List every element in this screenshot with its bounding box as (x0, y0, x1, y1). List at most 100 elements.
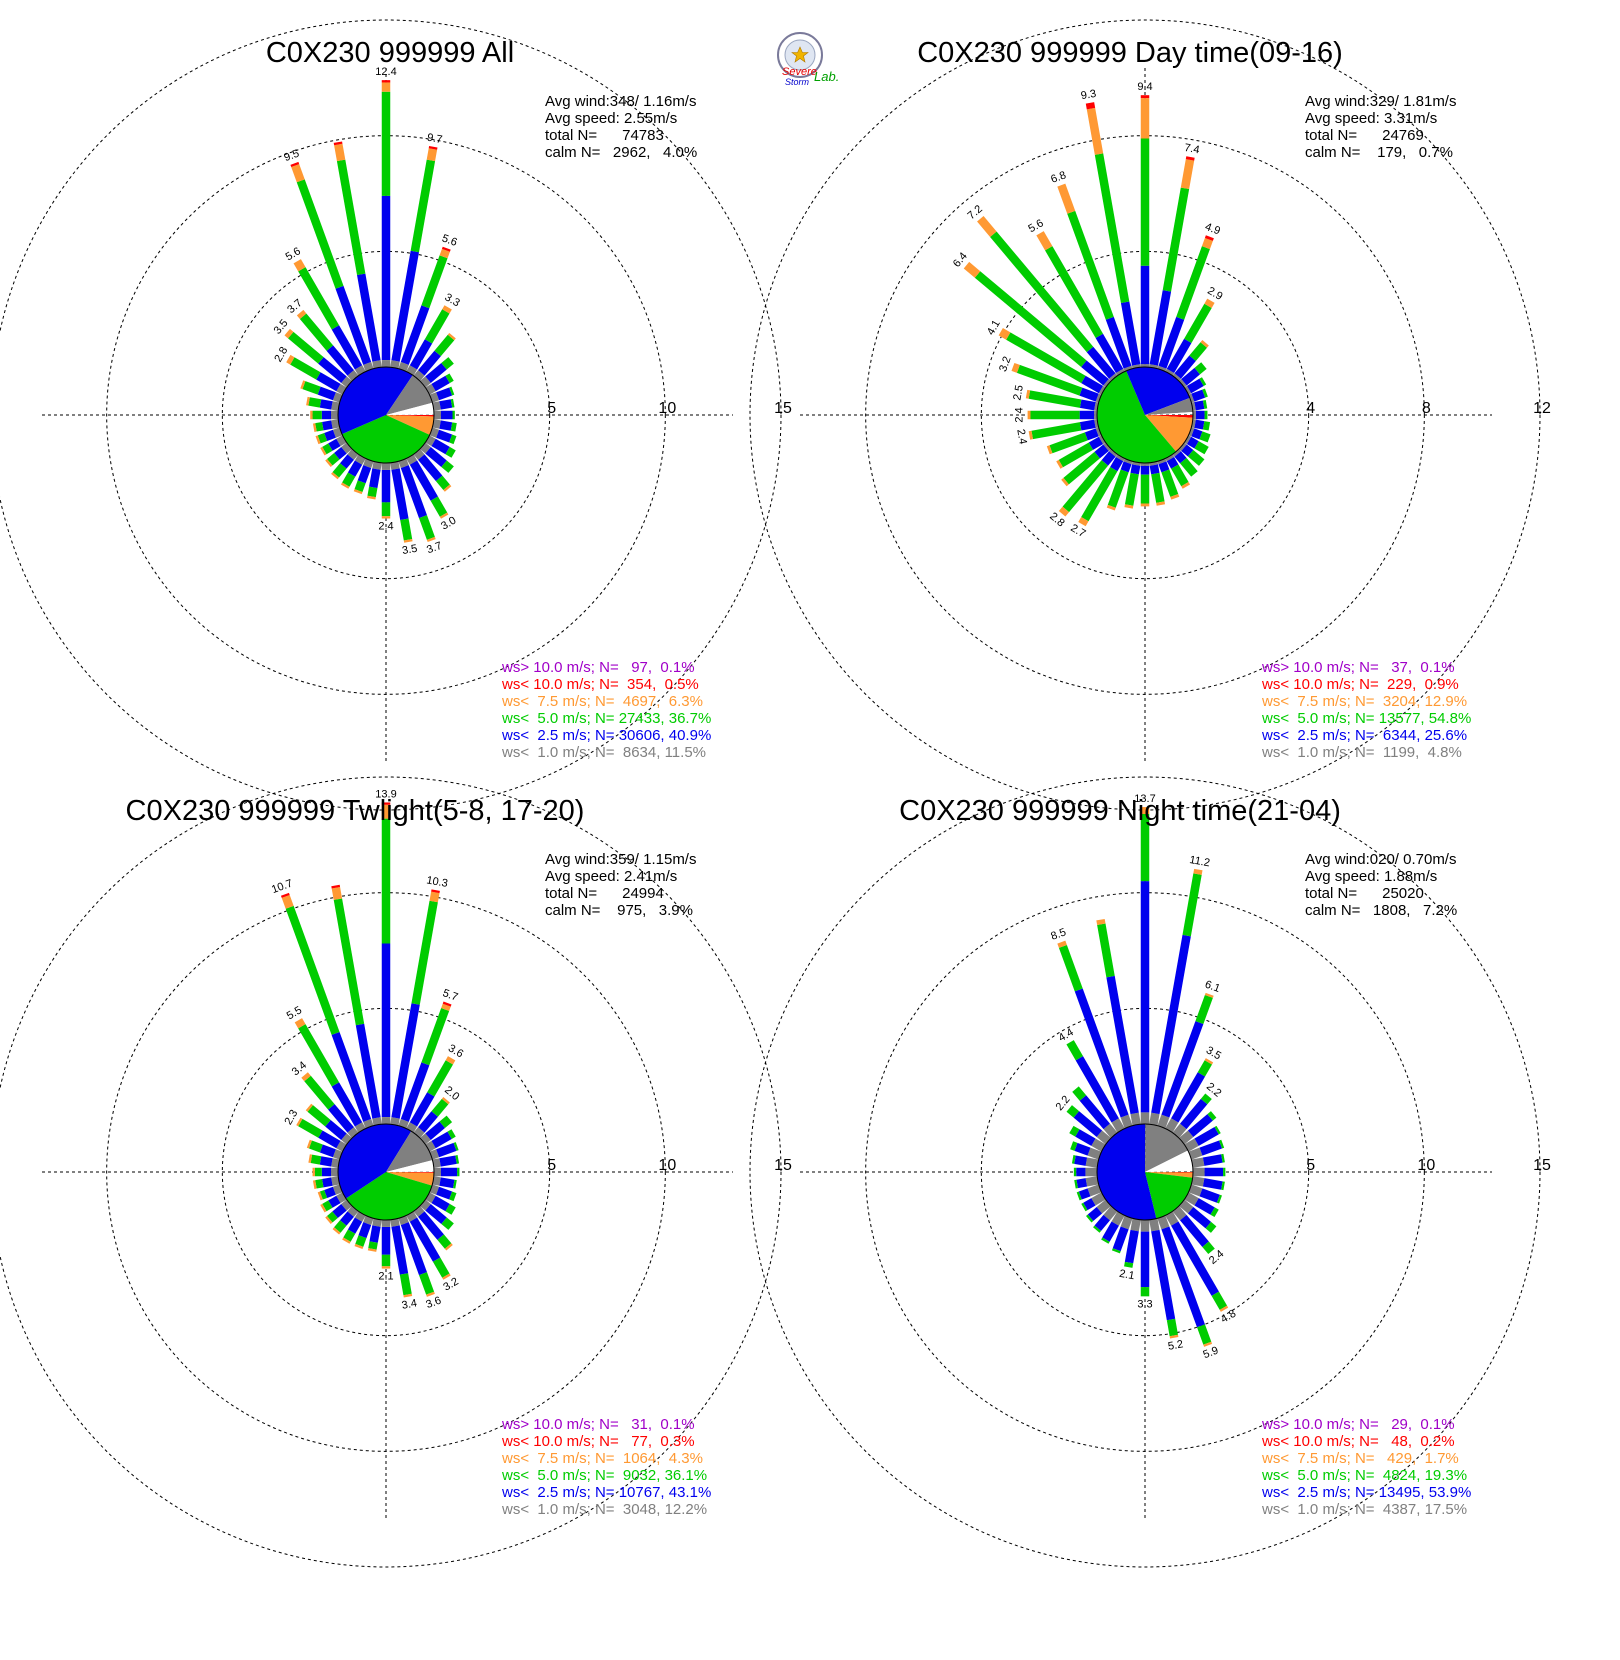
bar-segment (1151, 1229, 1176, 1321)
bar-segment (434, 334, 455, 357)
bar-segment (1124, 472, 1139, 506)
direction-bar (1165, 1211, 1229, 1312)
direction-bar (1078, 454, 1125, 527)
speed-pie (1096, 1123, 1194, 1221)
bar-segment (1202, 1178, 1223, 1190)
pie-slice (1097, 370, 1177, 463)
bar-segment (1083, 1198, 1096, 1211)
bar-value-label: 5.2 (1167, 1338, 1184, 1352)
bar-segment (1174, 355, 1196, 379)
bar-segment (342, 472, 356, 487)
bar-segment (1199, 377, 1207, 387)
direction-bar (429, 427, 457, 445)
bar-segment (1078, 517, 1089, 527)
bar-segment (288, 331, 324, 364)
bar-segment (1124, 1229, 1139, 1264)
bar-segment (425, 447, 447, 467)
bar-segment (441, 460, 454, 473)
direction-bar (1093, 1206, 1118, 1233)
bar-segment (293, 259, 306, 272)
pie-slice (1145, 415, 1193, 418)
bar-segment (331, 325, 363, 370)
direction-bar (1074, 1176, 1099, 1189)
bar-segment (332, 427, 343, 438)
bar-segment (1061, 477, 1069, 487)
bar-segment (436, 429, 453, 443)
bar-segment (427, 1060, 454, 1097)
direction-bar (429, 386, 455, 403)
bar-segment (319, 1189, 328, 1200)
bar-segment (1079, 399, 1096, 411)
bar-segment (998, 328, 1011, 340)
bar-segment (363, 1118, 374, 1129)
bar-segment (1091, 1192, 1106, 1206)
bar-segment (1111, 1211, 1125, 1226)
direction-bar (312, 1176, 340, 1189)
bar-segment (332, 1184, 343, 1195)
bar-segment (332, 463, 347, 478)
bar-segment (445, 373, 454, 384)
bar-segment (413, 449, 425, 460)
bar-segment (430, 496, 448, 517)
bar-segment (1166, 456, 1179, 469)
direction-bar (390, 461, 413, 543)
legend-entry: ws< 10.0 m/s; N= 48, 0.2% (1261, 1433, 1455, 1450)
bar-segment (439, 512, 449, 519)
bar-segment (1161, 469, 1179, 497)
bar-segment (1058, 506, 1070, 517)
bar-segment (1085, 1176, 1099, 1187)
bar-segment (1025, 389, 1031, 399)
direction-bar (1085, 102, 1141, 369)
bar-segment (390, 1218, 400, 1227)
bar-segment (331, 1082, 363, 1127)
bar-segment (1197, 1060, 1213, 1077)
direction-bar (342, 1211, 366, 1244)
bar-segment (301, 1072, 311, 1082)
direction-bar (425, 1129, 456, 1152)
bar-segment (1171, 464, 1189, 487)
bar-segment (1056, 459, 1063, 469)
bar-segment (391, 1003, 420, 1119)
bar-segment (1151, 472, 1165, 503)
direction-bar (1058, 449, 1118, 517)
bar-segment (1174, 451, 1187, 464)
legend-entry: ws< 10.0 m/s; N= 229, 0.9% (1261, 676, 1459, 693)
stat-avg-speed: Avg speed: 2.55m/s (545, 110, 677, 127)
pie-slice (1145, 411, 1193, 415)
legend-entry: ws< 1.0 m/s; N= 1199, 4.8% (1261, 744, 1462, 761)
bar-segment (429, 392, 440, 403)
bar-segment (358, 1222, 372, 1239)
direction-bar (1184, 1125, 1221, 1152)
bar-segment (1072, 1086, 1087, 1101)
bar-segment (442, 1001, 452, 1007)
bar-segment (1210, 1207, 1219, 1218)
bar-segment (306, 1139, 312, 1149)
bar-value-label: 8.5 (1049, 926, 1067, 943)
bar-segment (1202, 388, 1208, 398)
bar-segment (369, 1225, 381, 1243)
bar-segment (1205, 1221, 1217, 1233)
bar-segment (426, 148, 438, 162)
bar-segment (1216, 1194, 1222, 1204)
bar-segment (363, 1215, 374, 1226)
pie-slice (341, 415, 430, 463)
bar-segment (369, 468, 381, 489)
direction-bar (1191, 399, 1208, 411)
bar-segment (305, 1103, 313, 1112)
bar-segment (1073, 1111, 1103, 1137)
bar-segment (1194, 1126, 1219, 1146)
bar-segment (1102, 1221, 1119, 1242)
bar-segment (339, 454, 354, 469)
bar-segment (1087, 1147, 1102, 1160)
bar-segment (1181, 367, 1201, 386)
bar-segment (442, 305, 452, 314)
bar-segment (1103, 1123, 1118, 1138)
bar-segment (1186, 436, 1199, 449)
bar-segment (317, 386, 336, 401)
bar-segment (1079, 1095, 1110, 1130)
bar-segment (1106, 504, 1116, 511)
bar-segment (1180, 159, 1195, 190)
bar-segment (1184, 1138, 1199, 1152)
direction-bar (1076, 1184, 1102, 1201)
